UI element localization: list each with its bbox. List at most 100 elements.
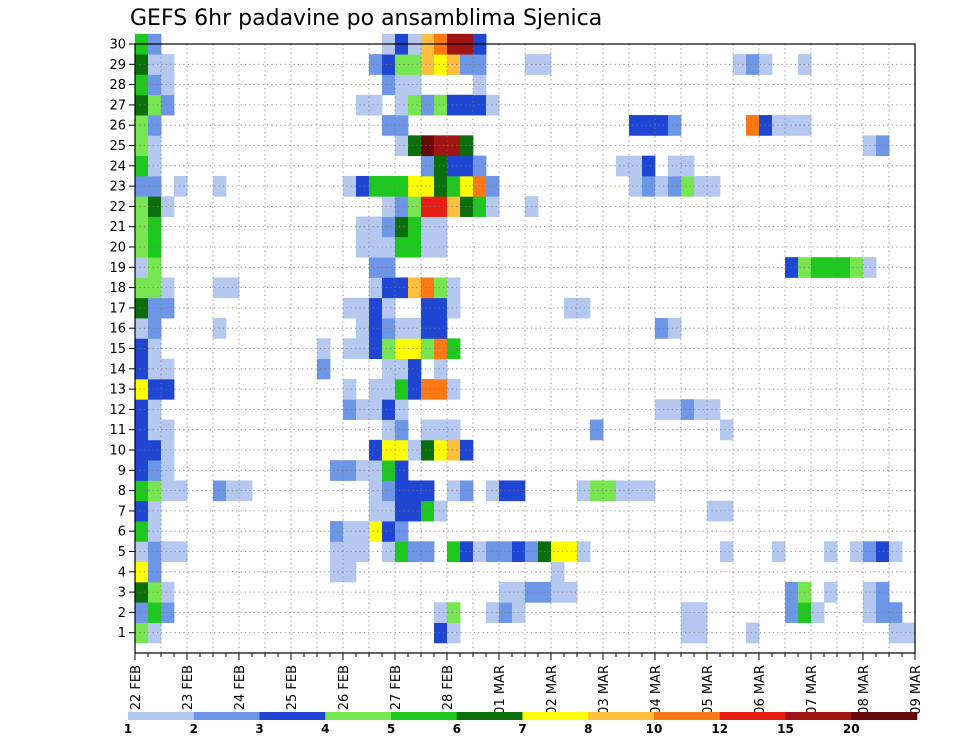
cell-m26-t25: [460, 94, 474, 116]
heatmap-cells: [135, 33, 916, 644]
cell-m9-t18: [369, 439, 383, 461]
cell-m15-t20: [395, 318, 409, 339]
y-tick-label: 25: [109, 139, 126, 154]
y-tick-label: 21: [109, 220, 126, 235]
legend-swatch: [654, 712, 721, 720]
cell-m16-t17: [356, 297, 370, 319]
cell-m21-t1: [148, 196, 162, 217]
cell-m4-t3: [174, 541, 188, 563]
y-tick-label: 6: [118, 525, 126, 540]
cell-m18-t56: [863, 257, 877, 278]
cell-m26-t27: [486, 94, 500, 116]
cell-m23-t23: [434, 155, 448, 177]
cell-m5-t18: [369, 521, 383, 542]
cell-m17-t0: [135, 277, 149, 299]
cell-m9-t19: [382, 439, 396, 461]
cell-m4-t56: [863, 541, 877, 563]
cell-m16-t18: [369, 297, 383, 319]
cell-m28-t46: [733, 54, 747, 75]
cell-m25-t0: [135, 115, 149, 136]
cell-m10-t22: [421, 419, 435, 441]
legend-label: 5: [387, 722, 395, 736]
cell-m24-t20: [395, 135, 409, 157]
cell-m22-t19: [382, 175, 396, 197]
cell-m25-t38: [629, 115, 643, 136]
cell-m4-t26: [473, 541, 487, 563]
cell-m15-t19: [382, 318, 396, 339]
cell-m22-t18: [369, 175, 383, 197]
cell-m7-t38: [629, 480, 643, 502]
cell-m0-t47: [746, 622, 760, 644]
cell-m15-t40: [655, 318, 669, 339]
cell-m0-t1: [148, 622, 162, 644]
cell-m4-t19: [382, 541, 396, 563]
cell-m13-t0: [135, 358, 149, 380]
cell-m25-t19: [382, 115, 396, 136]
cell-m3-t1: [148, 561, 162, 583]
cell-m22-t44: [707, 175, 721, 197]
cell-m16-t34: [577, 297, 591, 319]
cell-m1-t2: [161, 602, 175, 623]
x-tick-label: 09 MAR: [909, 665, 924, 715]
y-tick-label: 2: [118, 606, 126, 621]
cell-m15-t41: [668, 318, 682, 339]
y-tick-label: 12: [109, 403, 126, 418]
color-legend: 1 2 3 4 5 6 7 8 10 12 15 20: [124, 712, 918, 736]
cell-m26-t24: [447, 94, 461, 116]
cell-m26-t22: [421, 94, 435, 116]
cell-m24-t24: [447, 135, 461, 157]
cell-m16-t19: [382, 297, 396, 319]
y-tick-label: 20: [109, 241, 126, 256]
cell-m6-t19: [382, 500, 396, 522]
cell-m22-t24: [447, 175, 461, 197]
cell-m4-t0: [135, 541, 149, 563]
x-tick-label: 27 FEB: [389, 665, 404, 710]
cell-m26-t2: [161, 94, 175, 116]
cell-m12-t2: [161, 378, 175, 400]
cell-m22-t43: [694, 175, 708, 197]
cell-m13-t2: [161, 358, 175, 380]
cell-m14-t21: [408, 338, 422, 360]
cell-m25-t48: [759, 115, 773, 136]
cell-m26-t1: [148, 94, 162, 116]
cell-m26-t21: [408, 94, 422, 116]
cell-m13-t14: [317, 358, 331, 380]
cell-m15-t21: [408, 318, 422, 339]
x-tick-label: 22 FEB: [129, 665, 144, 710]
cell-m13-t20: [395, 358, 409, 380]
cell-m11-t19: [382, 399, 396, 420]
cell-m21-t0: [135, 196, 149, 217]
cell-m20-t19: [382, 216, 396, 238]
cell-m12-t0: [135, 378, 149, 400]
cell-m26-t26: [473, 94, 487, 116]
cell-m23-t26: [473, 155, 487, 177]
cell-m28-t48: [759, 54, 773, 75]
cell-m8-t2: [161, 460, 175, 481]
legend-label: 1: [124, 722, 132, 736]
cell-m23-t25: [460, 155, 474, 177]
legend-label: 3: [255, 722, 263, 736]
cell-m23-t38: [629, 155, 643, 177]
cell-m24-t57: [876, 135, 890, 157]
cell-m28-t20: [395, 54, 409, 75]
cell-m19-t22: [421, 236, 435, 258]
cell-m20-t18: [369, 216, 383, 238]
cell-m10-t45: [720, 419, 734, 441]
cell-m1-t57: [876, 602, 890, 623]
cell-m8-t1: [148, 460, 162, 481]
cell-m7-t2: [161, 480, 175, 502]
cell-m22-t40: [655, 175, 669, 197]
cell-m5-t0: [135, 521, 149, 542]
cell-m22-t25: [460, 175, 474, 197]
y-tick-label: 5: [118, 545, 126, 560]
y-tick-label: 9: [118, 464, 126, 479]
cell-m21-t20: [395, 196, 409, 217]
cell-m17-t23: [434, 277, 448, 299]
cell-m23-t41: [668, 155, 682, 177]
cell-m8-t0: [135, 460, 149, 481]
legend-swatch: [851, 712, 918, 720]
cell-m17-t19: [382, 277, 396, 299]
cell-m1-t58: [889, 602, 903, 623]
y-tick-label: 26: [109, 119, 126, 134]
x-tick-label: 03 MAR: [597, 665, 612, 715]
